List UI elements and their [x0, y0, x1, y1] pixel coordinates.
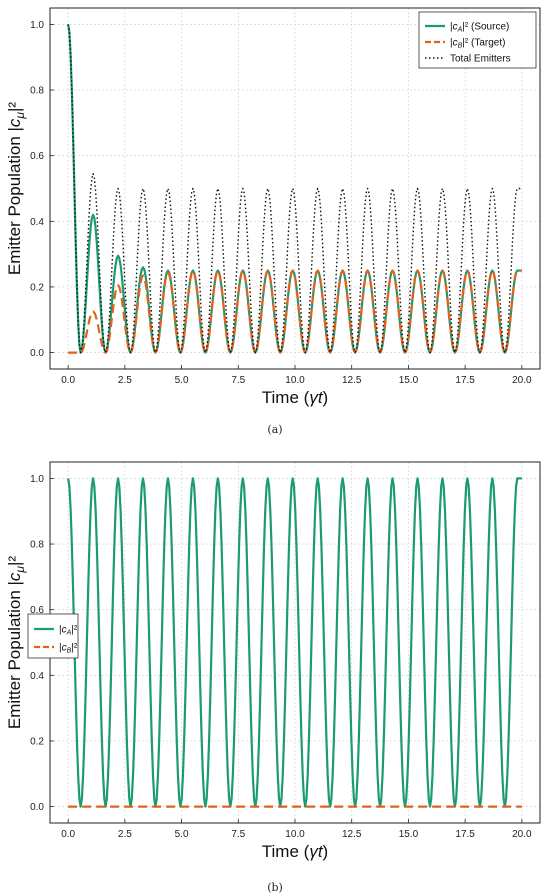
- chart-0-x-tick-label: 15.0: [399, 375, 419, 386]
- chart-0-x-tick-label: 0.0: [61, 375, 75, 386]
- chart-1-legend-label: |cA|²: [59, 625, 78, 637]
- chart-0-legend-label: |cA|² (Source): [450, 22, 509, 34]
- chart-1-y-tick-label: 0.4: [30, 671, 44, 682]
- chart-a-ticks: 0.0 2.5 5.0 7.5 10.0 12.5 15.0 17.5 20.0 0.0 0.2 0.…: [30, 20, 532, 386]
- chart-1-x-tick-label: 7.5: [231, 829, 245, 840]
- chart-1-legend-box: [27, 613, 79, 659]
- chart-b-y-axis-label: Emitter Population |cμ|²: [5, 556, 27, 730]
- chart-1-x-tick-label: 12.5: [342, 829, 362, 840]
- chart-0-y-tick-label: 0.0: [30, 348, 44, 359]
- chart-1-legend-label: |cB|²: [59, 643, 78, 655]
- chart-0-x-tick-label: 12.5: [342, 375, 362, 386]
- chart-1-y-tick-label: 0.0: [30, 802, 44, 813]
- chart-b-ticks: 0.0 2.5 5.0 7.5 10.0 12.5 15.0 17.5 20.0 0.0 0.2 0.…: [30, 474, 532, 840]
- chart-0-y-tick-label: 0.4: [30, 217, 44, 228]
- chart-b-caption: (b): [267, 881, 283, 894]
- chart-1-x-tick-label: 2.5: [118, 829, 132, 840]
- chart-1-x-tick-label: 10.0: [285, 829, 305, 840]
- chart-0-y-tick-label: 0.8: [30, 86, 44, 97]
- chart-1-x-tick-label: 0.0: [61, 829, 75, 840]
- chart-a-y-axis-label: Emitter Population |cμ|²: [5, 102, 27, 276]
- chart-0-x-tick-label: 17.5: [455, 375, 475, 386]
- chart-0-x-tick-label: 10.0: [285, 375, 305, 386]
- chart-b-legend: |cA|² |cB|²: [27, 613, 79, 659]
- chart-b-series: [67, 477, 523, 808]
- chart-0-y-tick-label: 0.6: [30, 151, 44, 162]
- chart-1-y-tick-label: 1.0: [30, 474, 44, 485]
- chart-1-x-tick-label: 15.0: [399, 829, 419, 840]
- chart-b-svg: 0.0 2.5 5.0 7.5 10.0 12.5 15.0 17.5 20.0 0.0 0.2 0.…: [5, 461, 541, 894]
- chart-0-x-tick-label: 5.0: [175, 375, 189, 386]
- chart-b-x-axis-label: Time (γt): [262, 842, 328, 861]
- chart-0-y-tick-label: 1.0: [30, 20, 44, 31]
- chart-1-y-tick-label: 0.6: [30, 605, 44, 616]
- chart-0-x-tick-label: 7.5: [231, 375, 245, 386]
- figure-panel-a: 0.0 2.5 5.0 7.5 10.0 12.5 15.0 17.5 20.0 0.0 0.2 0.…: [5, 7, 541, 436]
- chart-1-x-tick-label: 17.5: [455, 829, 475, 840]
- chart-0-y-tick-label: 0.2: [30, 282, 44, 293]
- chart-0-legend-label: |cB|² (Target): [450, 38, 505, 50]
- figure-panel-b: 0.0 2.5 5.0 7.5 10.0 12.5 15.0 17.5 20.0 0.0 0.2 0.…: [0, 448, 550, 896]
- chart-a-series: [67, 24, 523, 354]
- chart-a-grid: [50, 8, 540, 369]
- chart-a-x-axis-label: Time (γt): [262, 388, 328, 407]
- chart-1-series--ca--line: [67, 477, 523, 808]
- chart-1-x-tick-label: 5.0: [175, 829, 189, 840]
- chart-0-legend-label: Total Emitters: [450, 54, 511, 65]
- chart-1-y-tick-label: 0.2: [30, 736, 44, 747]
- chart-1-y-tick-label: 0.8: [30, 540, 44, 551]
- chart-a-caption: (a): [267, 423, 282, 436]
- chart-1-x-tick-label: 20.0: [512, 829, 532, 840]
- chart-0-legend-box: [418, 11, 537, 69]
- chart-0-x-tick-label: 2.5: [118, 375, 132, 386]
- chart-0-x-tick-label: 20.0: [512, 375, 532, 386]
- chart-a-svg: 0.0 2.5 5.0 7.5 10.0 12.5 15.0 17.5 20.0 0.0 0.2 0.…: [5, 7, 541, 436]
- chart-a-legend: |cA|² (Source) |cB|² (Target) Total Emitte…: [418, 11, 537, 69]
